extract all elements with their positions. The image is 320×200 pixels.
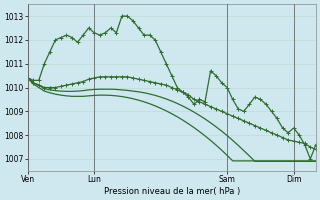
- X-axis label: Pression niveau de la mer( hPa ): Pression niveau de la mer( hPa ): [104, 187, 240, 196]
